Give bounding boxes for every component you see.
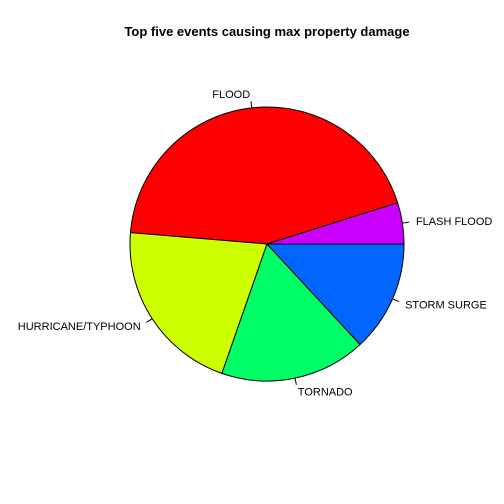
leader-line-flash-flood — [402, 221, 410, 224]
pie-labels: FLASH FLOOD FLOOD HURRICANE/TYPHOON TORNADO… — [18, 89, 493, 398]
leader-line-flood — [250, 100, 253, 108]
leader-line-hurricane-typhoon — [146, 318, 153, 323]
slice-label-tornado: TORNADO — [298, 387, 353, 399]
pie-slice-hurricane-typhoon — [129, 232, 268, 375]
slice-label-storm-surge: STORM SURGE — [405, 299, 487, 311]
chart-title: Top five events causing max property dam… — [124, 24, 409, 39]
slice-label-hurricane-typhoon: HURRICANE/TYPHOON — [18, 321, 141, 333]
leader-line-storm-surge — [392, 298, 400, 303]
pie-slice-tornado — [221, 243, 361, 382]
leader-line-tornado — [294, 378, 297, 385]
pie-slice-flood — [129, 106, 399, 245]
slice-label-flood: FLOOD — [212, 89, 250, 101]
slice-label-flash-flood: FLASH FLOOD — [416, 216, 492, 228]
pie-slices — [129, 106, 405, 382]
